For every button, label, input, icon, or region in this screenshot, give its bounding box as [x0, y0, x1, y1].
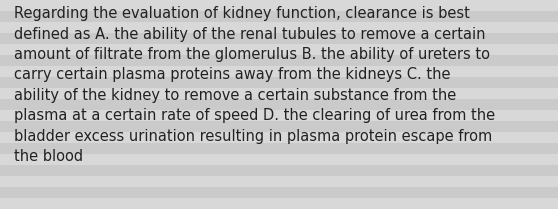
- Bar: [0, 149, 558, 161]
- Bar: [0, 0, 558, 11]
- Bar: [0, 195, 558, 207]
- Bar: [0, 103, 558, 115]
- Bar: [0, 80, 558, 92]
- Bar: [0, 57, 558, 69]
- Bar: [0, 172, 558, 184]
- Bar: [0, 184, 558, 195]
- Bar: [0, 46, 558, 57]
- Bar: [0, 34, 558, 46]
- Bar: [0, 161, 558, 172]
- Text: Regarding the evaluation of kidney function, clearance is best
defined as A. the: Regarding the evaluation of kidney funct…: [14, 6, 495, 164]
- Bar: [0, 126, 558, 138]
- Bar: [0, 69, 558, 80]
- Bar: [0, 92, 558, 103]
- Bar: [0, 115, 558, 126]
- Bar: [0, 138, 558, 149]
- Bar: [0, 11, 558, 23]
- Bar: [0, 23, 558, 34]
